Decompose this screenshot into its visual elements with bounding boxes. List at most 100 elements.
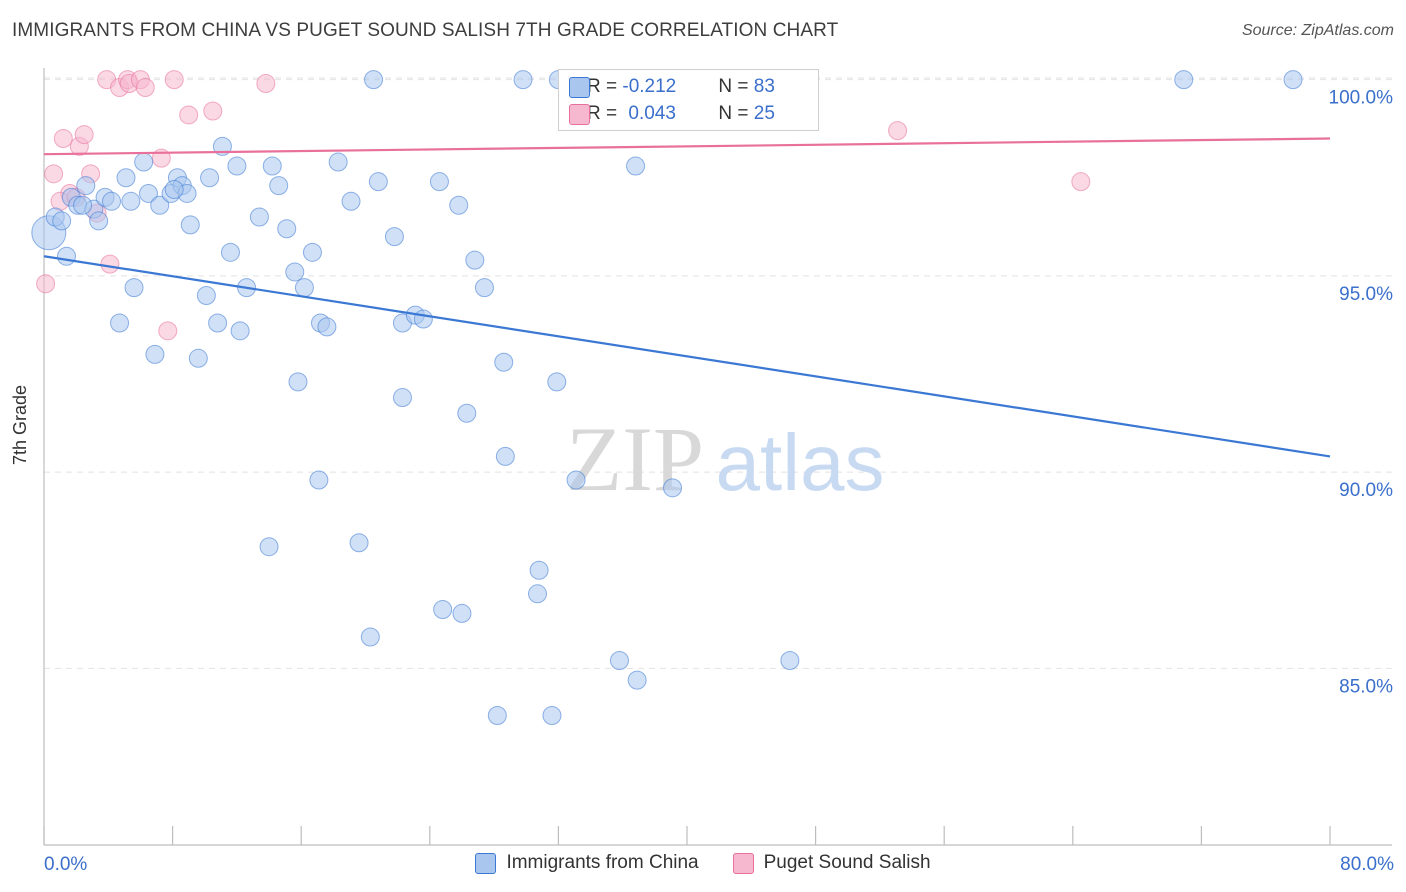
legend-label-salish: Puget Sound Salish [763,852,931,873]
point-china [317,317,337,337]
point-china [513,70,533,90]
point-salish [256,74,276,94]
point-china [249,207,269,227]
point-china [288,372,308,392]
y-tick-labels: 85.0% 90.0% 95.0% 100.0% [1329,88,1394,698]
point-china [529,560,549,580]
point-china [102,191,122,211]
point-china [392,388,412,408]
stats-n-value: 25 [753,103,775,124]
point-salish [135,77,155,97]
point-china [200,168,220,188]
stats-n-label: N = [718,76,754,97]
point-china [277,219,297,239]
point-china [52,211,72,231]
point-china [627,670,647,690]
y-tick-label: 90.0% [1339,480,1393,501]
point-china [349,533,369,553]
chart-title: IMMIGRANTS FROM CHINA VS PUGET SOUND SAL… [12,20,839,41]
stats-r-label: R = [587,76,623,97]
point-salish [1071,172,1091,192]
point-china [188,348,208,368]
point-china [138,183,158,203]
point-china [413,309,433,329]
point-china [212,136,232,156]
stats-r-value: -0.212 [622,76,677,97]
x-tick-label-min: 0.0% [44,854,87,875]
point-china [780,651,800,671]
stats-r-value: 0.043 [628,103,676,124]
point-salish [888,121,908,141]
point-china [328,152,348,172]
point-china [368,172,388,192]
point-china [110,313,130,333]
x-tick-label-max: 80.0% [1340,854,1394,875]
point-china [487,705,507,725]
point-china [285,262,305,282]
point-china [429,172,449,192]
point-china [1283,70,1303,90]
point-salish [74,125,94,145]
point-china [164,180,184,200]
stats-r-label: R = [587,103,623,124]
point-china [124,278,144,298]
point-china [302,242,322,262]
point-salish [164,70,184,90]
point-china [626,156,646,176]
point-china [134,152,154,172]
point-china [495,446,515,466]
point-china [262,156,282,176]
point-china [566,470,586,490]
point-china [528,584,548,604]
legend-item-salish[interactable]: Puget Sound Salish [732,852,931,874]
axes [43,68,1392,846]
stats-n-label: N = [718,103,754,124]
stats-box: R = -0.212 N = 83 R = 0.043 N = 25 [558,69,819,131]
stats-n-value: 83 [753,76,775,97]
legend: Immigrants from China Puget Sound Salish [0,852,1406,874]
legend-swatch-salish [732,852,754,874]
point-salish [44,164,64,184]
point-salish [203,101,223,121]
point-china [269,176,289,196]
point-china [89,211,109,231]
point-china [609,651,629,671]
trend-lines [43,137,1331,458]
watermark-atlas: atlas [716,418,885,507]
stats-swatch-china [569,76,590,98]
point-china [57,246,77,266]
point-salish [53,129,73,148]
point-salish [100,254,120,274]
point-china [73,195,93,215]
point-china [341,191,361,211]
x-tick-labels: 0.0% 80.0% [44,854,1394,875]
point-china [384,227,404,247]
point-china [150,195,170,215]
point-china [547,372,567,392]
stats-swatch-salish [569,103,590,125]
point-salish [158,321,178,341]
point-china [121,191,141,211]
point-china [433,600,453,619]
stats-row-china: R = -0.212 N = 83 [569,74,775,100]
point-china [220,242,240,262]
series-immigrants-from-china [31,70,1303,725]
trend-line-china [43,255,1331,458]
point-china [457,403,477,423]
point-china [294,278,314,298]
point-salish [179,105,199,125]
point-china [494,352,514,372]
legend-item-china[interactable]: Immigrants from China [475,852,699,874]
legend-swatch-china [475,852,497,874]
point-china [452,603,472,623]
point-china [663,478,683,498]
point-china [449,195,469,215]
y-tick-label: 85.0% [1339,676,1393,697]
point-china [116,168,136,188]
point-china [465,250,485,270]
y-tick-label: 95.0% [1339,284,1393,305]
watermark-zip: ZIP [566,408,704,510]
y-tick-label: 100.0% [1329,88,1394,109]
chart-source: Source: ZipAtlas.com [1241,22,1394,39]
